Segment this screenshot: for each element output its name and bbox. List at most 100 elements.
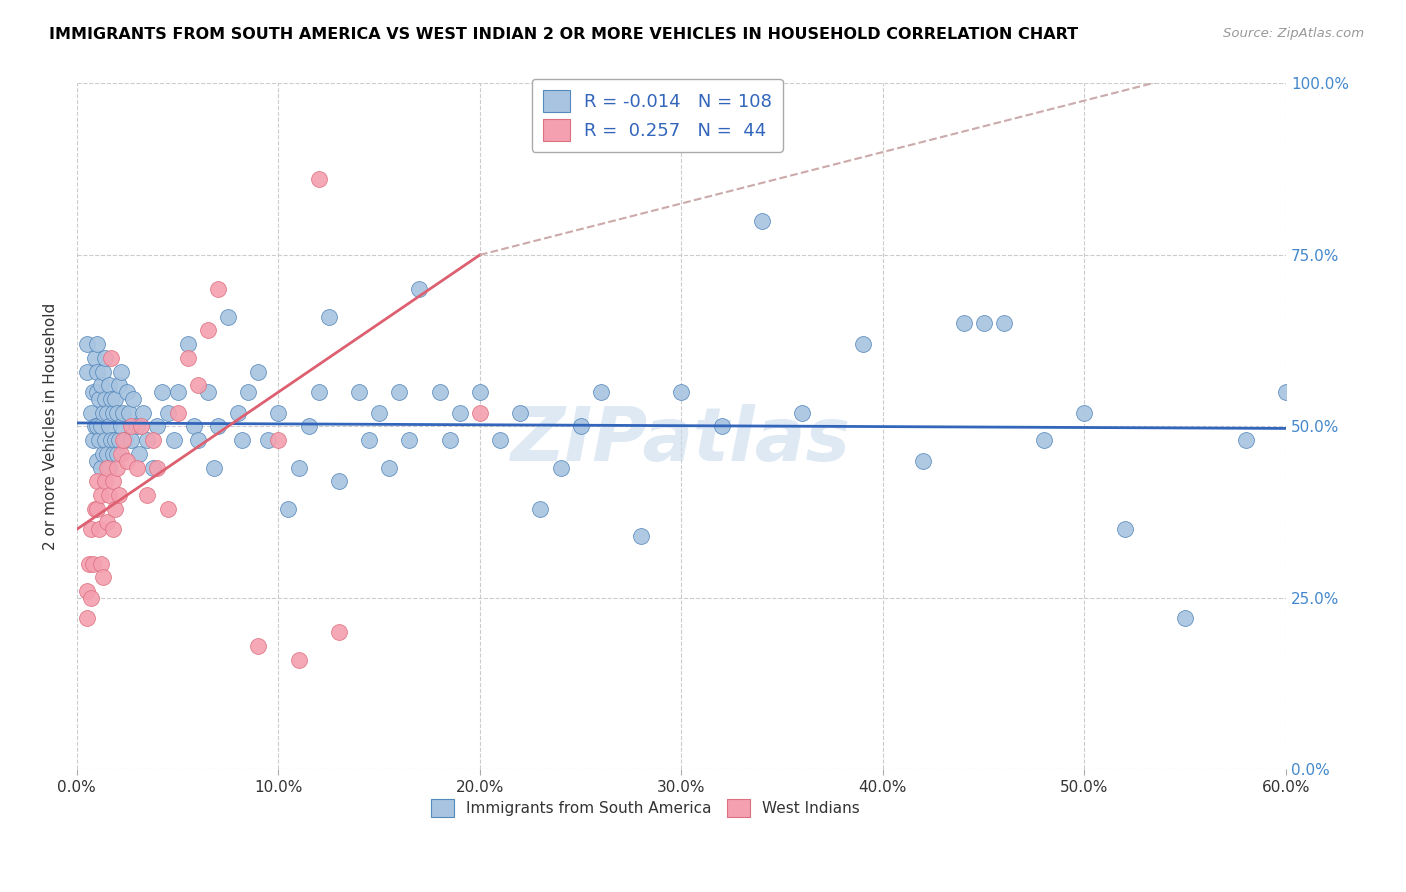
Point xyxy=(231,433,253,447)
Point xyxy=(197,323,219,337)
Point xyxy=(86,385,108,400)
Point xyxy=(101,447,124,461)
Point xyxy=(90,419,112,434)
Point xyxy=(177,351,200,365)
Point xyxy=(347,385,370,400)
Point xyxy=(589,385,612,400)
Point xyxy=(468,406,491,420)
Point xyxy=(127,460,149,475)
Point xyxy=(82,557,104,571)
Point xyxy=(96,516,118,530)
Point xyxy=(197,385,219,400)
Point xyxy=(100,433,122,447)
Point xyxy=(247,639,270,653)
Point xyxy=(76,364,98,378)
Point xyxy=(429,385,451,400)
Point xyxy=(156,501,179,516)
Point xyxy=(671,385,693,400)
Point xyxy=(117,385,139,400)
Point xyxy=(105,406,128,420)
Point xyxy=(120,419,142,434)
Point xyxy=(267,433,290,447)
Text: ZIPatlas: ZIPatlas xyxy=(512,403,852,476)
Point xyxy=(550,460,572,475)
Point xyxy=(177,337,200,351)
Point xyxy=(86,364,108,378)
Point xyxy=(166,385,188,400)
Point xyxy=(912,453,935,467)
Point xyxy=(973,317,995,331)
Point xyxy=(82,433,104,447)
Point xyxy=(226,406,249,420)
Point xyxy=(569,419,592,434)
Y-axis label: 2 or more Vehicles in Household: 2 or more Vehicles in Household xyxy=(44,302,58,550)
Point xyxy=(202,460,225,475)
Point xyxy=(114,433,136,447)
Point xyxy=(76,611,98,625)
Point xyxy=(84,501,107,516)
Point xyxy=(529,501,551,516)
Point xyxy=(439,433,461,447)
Point xyxy=(1073,406,1095,420)
Point xyxy=(1174,611,1197,625)
Point xyxy=(77,557,100,571)
Point xyxy=(468,385,491,400)
Point xyxy=(118,406,141,420)
Point xyxy=(82,385,104,400)
Point xyxy=(96,460,118,475)
Point xyxy=(80,406,103,420)
Point xyxy=(110,364,132,378)
Point xyxy=(388,385,411,400)
Point xyxy=(80,522,103,536)
Point xyxy=(84,419,107,434)
Point xyxy=(101,522,124,536)
Point xyxy=(76,337,98,351)
Point xyxy=(187,433,209,447)
Point xyxy=(257,433,280,447)
Point xyxy=(1114,522,1136,536)
Point xyxy=(87,392,110,406)
Point xyxy=(146,419,169,434)
Point xyxy=(100,351,122,365)
Point xyxy=(131,419,153,434)
Point xyxy=(94,351,117,365)
Point xyxy=(98,488,121,502)
Point xyxy=(328,475,350,489)
Point xyxy=(489,433,512,447)
Point xyxy=(84,351,107,365)
Point xyxy=(86,475,108,489)
Point xyxy=(90,460,112,475)
Point xyxy=(247,364,270,378)
Point xyxy=(207,282,229,296)
Point xyxy=(267,406,290,420)
Point xyxy=(101,475,124,489)
Point xyxy=(105,460,128,475)
Point xyxy=(98,419,121,434)
Point xyxy=(236,385,259,400)
Point xyxy=(308,385,330,400)
Point xyxy=(207,419,229,434)
Point xyxy=(104,501,127,516)
Point xyxy=(80,591,103,605)
Point xyxy=(120,433,142,447)
Point xyxy=(408,282,430,296)
Point xyxy=(308,172,330,186)
Point xyxy=(166,406,188,420)
Point xyxy=(1033,433,1056,447)
Point xyxy=(142,460,165,475)
Point xyxy=(297,419,319,434)
Point xyxy=(136,488,159,502)
Point xyxy=(318,310,340,324)
Point xyxy=(112,433,135,447)
Point xyxy=(110,447,132,461)
Point xyxy=(146,460,169,475)
Point xyxy=(852,337,875,351)
Point xyxy=(368,406,391,420)
Point xyxy=(86,419,108,434)
Point xyxy=(96,447,118,461)
Point xyxy=(509,406,531,420)
Point xyxy=(128,447,150,461)
Point xyxy=(76,584,98,599)
Point xyxy=(91,570,114,584)
Point xyxy=(98,460,121,475)
